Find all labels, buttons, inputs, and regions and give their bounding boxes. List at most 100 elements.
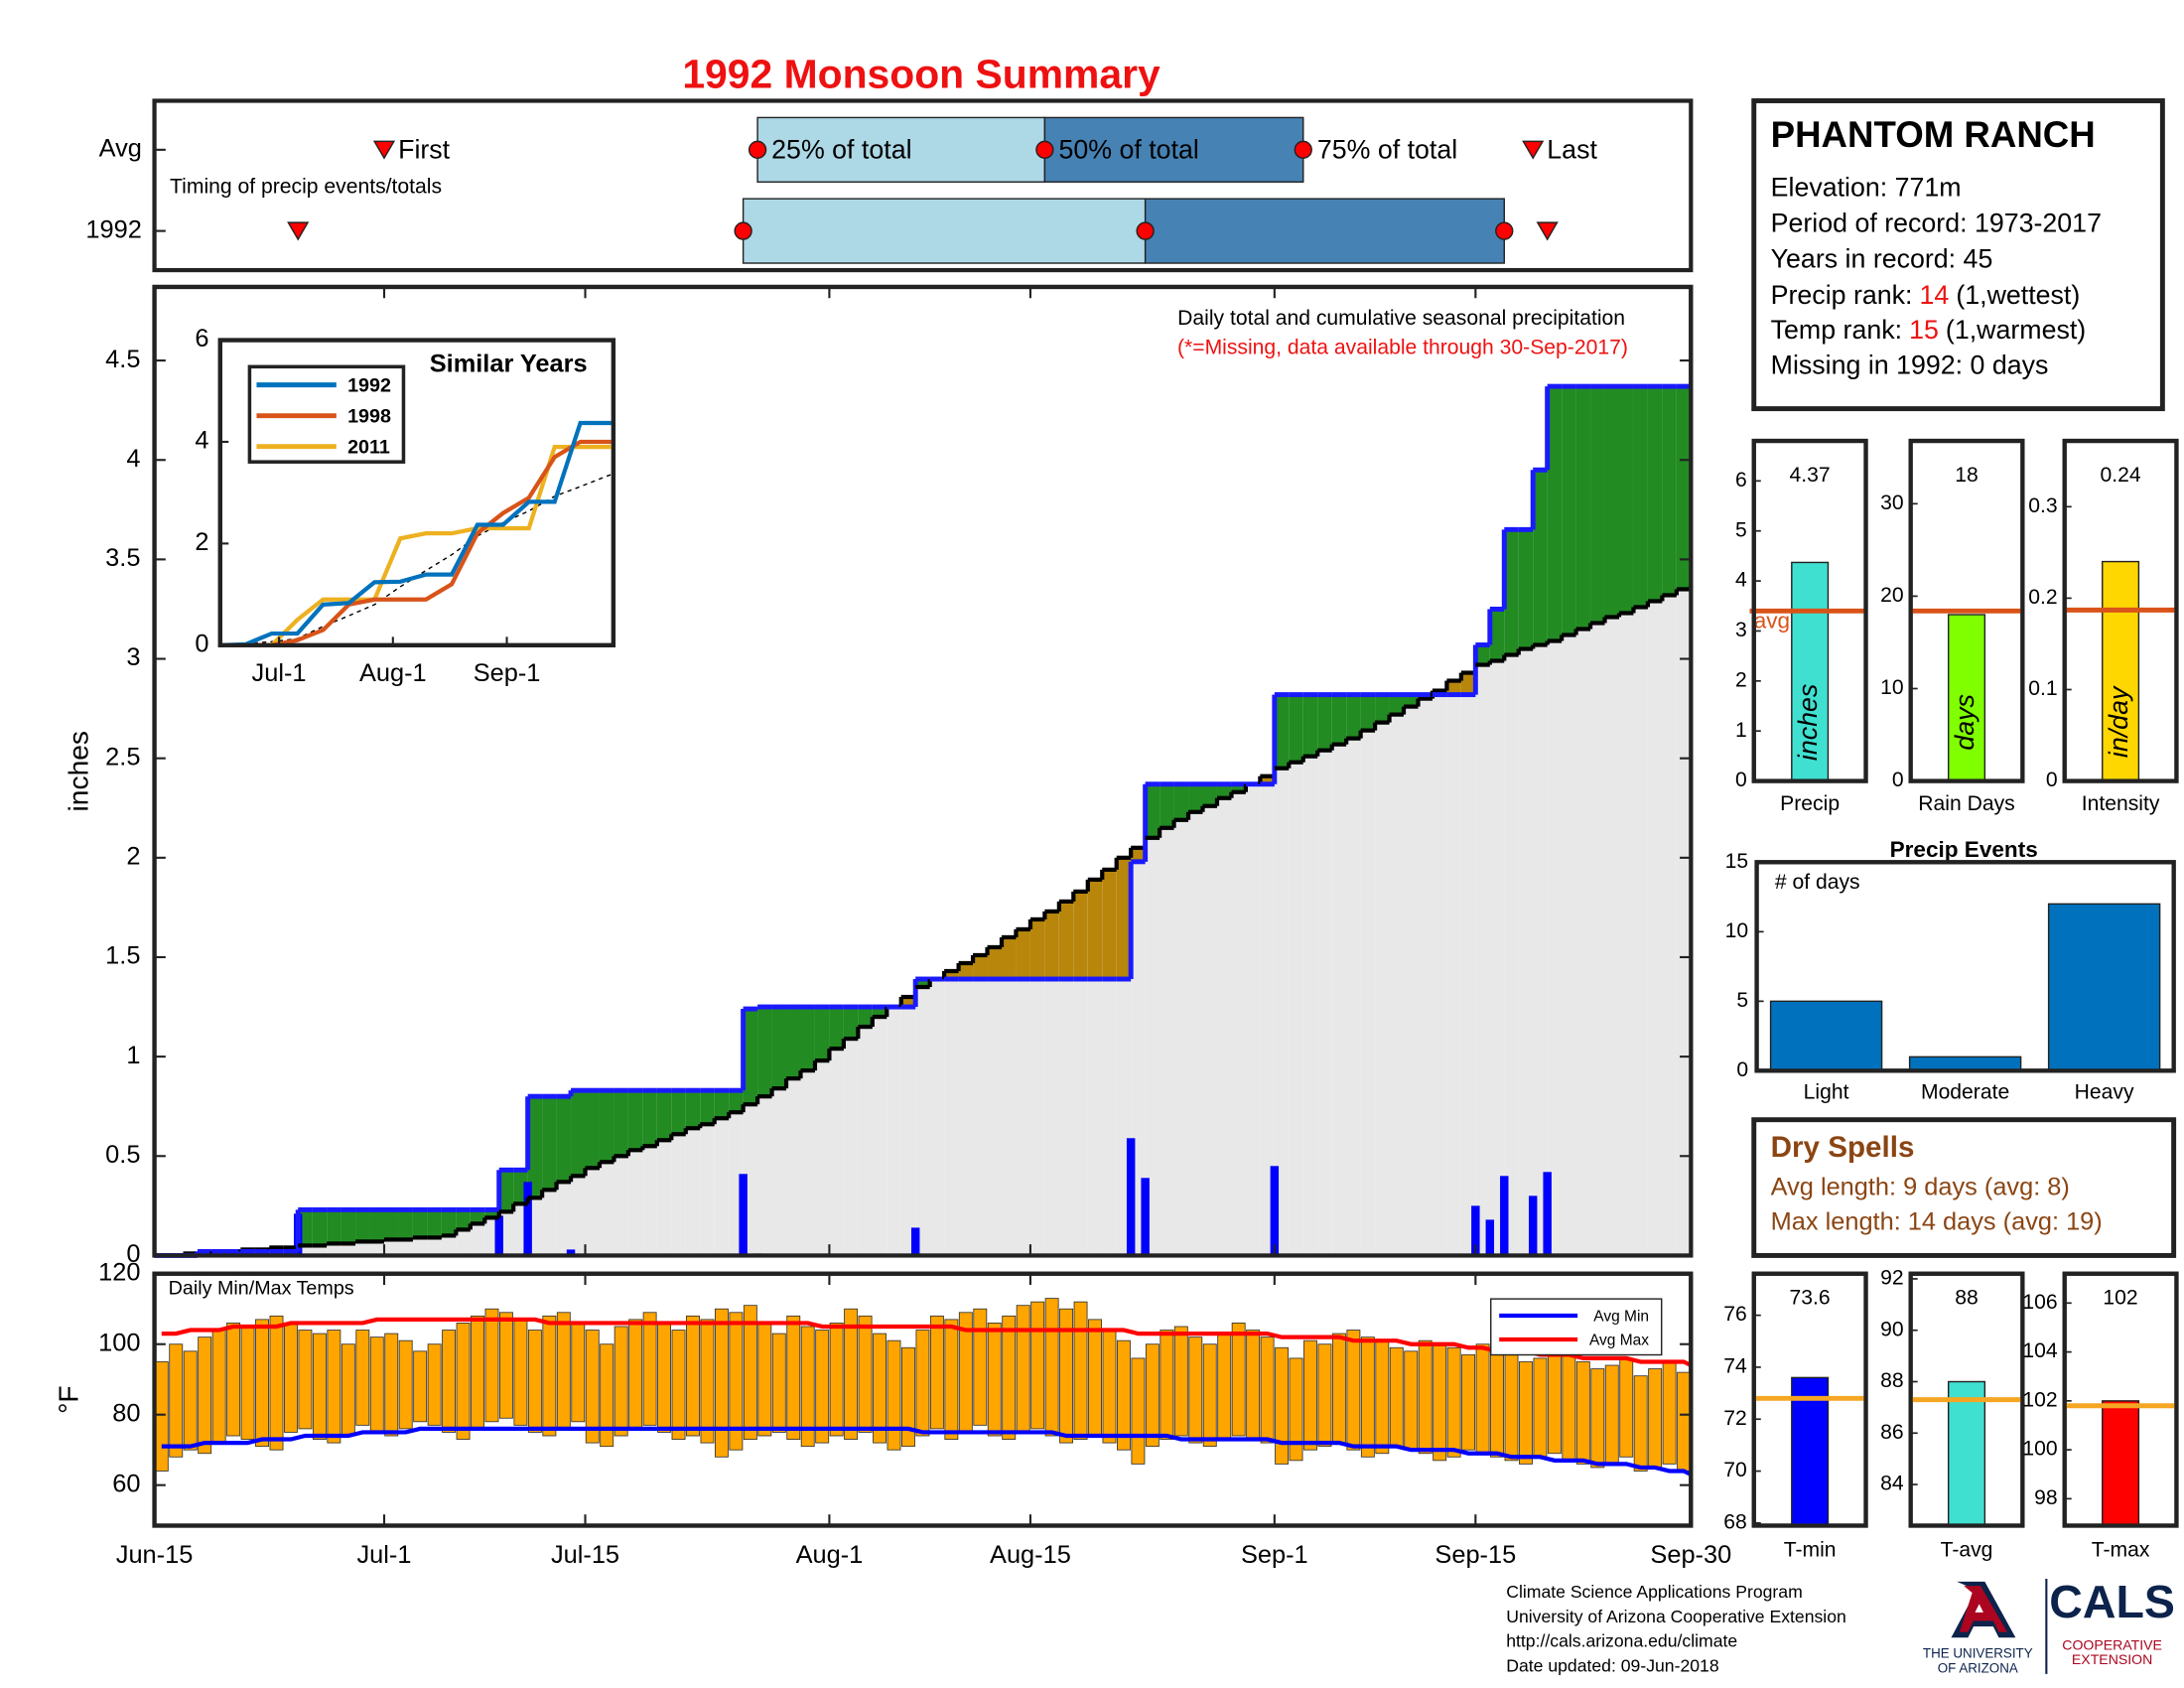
surplus-area <box>498 1170 514 1212</box>
surplus-area <box>412 1209 428 1238</box>
quartile-marker <box>1294 140 1312 159</box>
temp-range-bar <box>1030 1301 1045 1430</box>
value-label: 4.37 <box>1790 464 1831 487</box>
surplus-area <box>872 1007 887 1018</box>
surplus-area <box>627 1090 643 1151</box>
surplus-area <box>398 1209 413 1240</box>
average-area <box>1676 589 1692 1256</box>
surplus-area <box>1676 386 1692 590</box>
average-area <box>714 1118 730 1256</box>
x-tick-label: Aug-15 <box>990 1541 1071 1569</box>
rank-note: (1,warmest) <box>1946 315 2086 345</box>
temp-range-bar <box>1116 1339 1131 1451</box>
average-area <box>1518 648 1534 1256</box>
average-area <box>398 1239 413 1256</box>
rank-label: Temp rank: <box>1771 315 1902 345</box>
legend-label: 2011 <box>347 436 390 458</box>
reference-line <box>219 473 614 646</box>
y-axis-label: # of days <box>1775 871 1860 894</box>
surplus-area <box>1375 694 1390 723</box>
surplus-area <box>427 1209 442 1238</box>
deficit-area <box>1058 901 1074 980</box>
surplus-area <box>1331 694 1347 745</box>
average-area <box>1317 750 1332 1256</box>
average-area <box>355 1241 370 1256</box>
surplus-area <box>1489 609 1505 661</box>
average-area <box>1533 644 1548 1256</box>
panel-frame <box>152 284 1694 1258</box>
average-area <box>1289 762 1303 1256</box>
y-tick-label: 0.3 <box>2028 494 2057 517</box>
surplus-area <box>1504 529 1519 655</box>
average-area <box>1073 891 1088 1256</box>
y-tick-label: 80 <box>112 1399 140 1427</box>
y-tick-label: 72 <box>1723 1407 1746 1430</box>
surplus-area <box>441 1209 457 1236</box>
temp-range-bar <box>413 1350 428 1423</box>
average-area <box>441 1235 457 1256</box>
y-tick-label: 0 <box>126 1240 140 1268</box>
temp-range-bar <box>1160 1330 1174 1440</box>
station-line: Missing in 1992: 0 days <box>1771 350 2049 379</box>
x-tick-label: Sep-15 <box>1434 1541 1516 1569</box>
surplus-area <box>1145 783 1160 838</box>
y-tick-label: 88 <box>1880 1369 1903 1392</box>
temp-range-bar <box>355 1330 370 1426</box>
surplus-area <box>814 1007 830 1061</box>
surplus-area <box>915 979 930 988</box>
chart-title: Precip Events <box>1890 837 2038 862</box>
y-tick-label: 1 <box>126 1042 140 1069</box>
average-area <box>1389 714 1405 1256</box>
surplus-area <box>1360 694 1376 731</box>
surplus-area <box>456 1209 471 1230</box>
temp-range-bar <box>513 1319 528 1426</box>
average-area <box>757 1096 772 1256</box>
surplus-area <box>1590 386 1605 624</box>
temp-range-bar <box>873 1333 887 1444</box>
average-area <box>1231 791 1246 1256</box>
inset-y-tick-label: 6 <box>195 325 208 352</box>
surplus-area <box>341 1209 356 1244</box>
temp-range-bar <box>1677 1371 1692 1472</box>
surplus-area <box>542 1096 557 1191</box>
temp-range-bar <box>226 1323 241 1437</box>
panel-frame <box>152 1271 1694 1528</box>
temp-range-bar <box>1562 1353 1576 1462</box>
surplus-area <box>1618 386 1634 614</box>
legend-label: Avg Min <box>1593 1309 1649 1326</box>
value-label: 102 <box>2103 1287 2137 1310</box>
average-area <box>1647 601 1663 1256</box>
daily-precip-bar <box>1141 1178 1150 1256</box>
average-area <box>470 1223 485 1256</box>
average-area <box>1432 690 1447 1256</box>
panel-frame <box>1751 438 1868 783</box>
temp-range-bar <box>1260 1336 1275 1444</box>
average-area <box>958 962 974 1256</box>
temp-range-bar <box>771 1333 786 1433</box>
bar <box>1769 1000 1883 1072</box>
temp-range-bar <box>484 1308 499 1423</box>
timing-bar <box>1144 198 1505 264</box>
surplus-area <box>729 1090 744 1113</box>
temp-range-bar <box>154 1361 169 1472</box>
value-label: 0.24 <box>2101 464 2141 487</box>
average-area <box>1633 607 1648 1256</box>
daily-precip-bar <box>1270 1166 1280 1256</box>
surplus-area <box>1547 386 1563 641</box>
deficit-area <box>1087 879 1103 980</box>
timing-note: Timing of precip events/totals <box>170 175 442 198</box>
y-tick-label: 0.5 <box>105 1141 140 1169</box>
average-area <box>542 1190 557 1256</box>
deficit-area <box>1029 918 1045 980</box>
legend-label: 1992 <box>347 374 391 396</box>
logo-shape <box>1959 1586 2007 1632</box>
value-label: 73.6 <box>1790 1287 1831 1310</box>
average-area <box>887 1007 901 1256</box>
surplus-area <box>685 1090 701 1129</box>
y-tick-label: 1.5 <box>105 942 140 970</box>
temp-range-bar <box>169 1343 184 1458</box>
average-area <box>1029 918 1045 1256</box>
surplus-area <box>383 1209 399 1240</box>
temp-range-bar <box>628 1319 643 1430</box>
panel-frame <box>217 338 616 647</box>
